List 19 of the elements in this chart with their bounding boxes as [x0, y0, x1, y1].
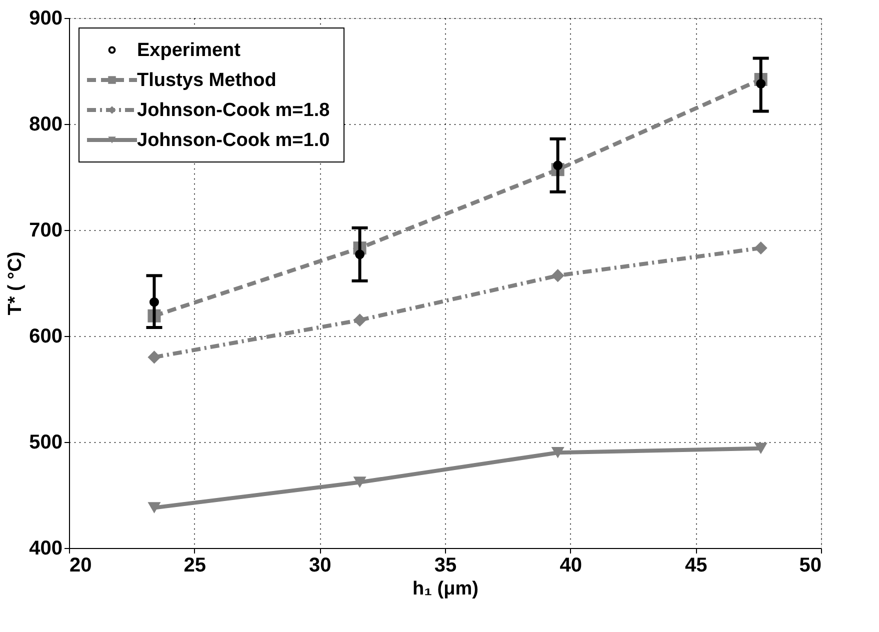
- x-tick-label: 40: [560, 554, 582, 576]
- legend-label: Johnson-Cook m=1.8: [137, 100, 330, 121]
- legend-label: Tlustys Method: [137, 70, 276, 91]
- x-tick-label: 35: [434, 554, 457, 576]
- y-tick-label: 400: [29, 538, 62, 560]
- x-axis-title: h₁ (μm): [412, 578, 478, 600]
- y-tick-label: 800: [29, 114, 62, 136]
- y-tick-label: 500: [29, 432, 62, 454]
- x-tick-label: 50: [799, 554, 822, 576]
- y-axis-title: T* ( °C): [5, 252, 26, 316]
- x-tick-label: 25: [184, 554, 206, 576]
- legend-label: Johnson-Cook m=1.0: [137, 130, 330, 151]
- y-tick-label: 600: [29, 326, 62, 348]
- y-tick-label: 700: [29, 220, 62, 242]
- legend-label: Experiment: [137, 40, 242, 61]
- x-tick-label: 45: [685, 554, 708, 576]
- x-tick-label: 20: [70, 554, 92, 576]
- y-tick-label: 900: [29, 8, 62, 30]
- x-tick-label: 30: [309, 554, 332, 576]
